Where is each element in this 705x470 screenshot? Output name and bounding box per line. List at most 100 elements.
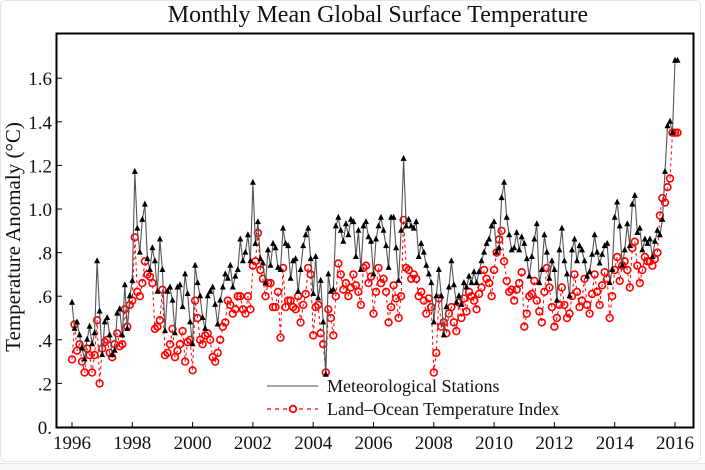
stations-point [621, 246, 628, 253]
x-axis: 1996 1998 2000 2002 2004 2006 2008 2010 2012 2014… [53, 422, 694, 454]
loti-point [565, 309, 574, 318]
stations-point [511, 244, 518, 251]
loti-point [366, 272, 376, 281]
loti-point [185, 335, 195, 344]
stations-point [272, 244, 279, 251]
loti-point [625, 283, 634, 292]
stations-point [219, 283, 226, 290]
stations-point [533, 220, 540, 227]
stations-point [325, 270, 332, 277]
stations-point [526, 272, 533, 279]
loti-point [276, 333, 285, 342]
loti-point [507, 285, 516, 294]
stations-point [385, 263, 392, 270]
loti-point [118, 340, 127, 349]
stations-point [418, 239, 425, 246]
stations-point [141, 200, 148, 207]
stations-point [634, 229, 641, 235]
stations-point [252, 239, 259, 246]
stations-point [591, 231, 598, 238]
loti-point [344, 292, 353, 301]
stations-point [521, 239, 528, 246]
y-axis: 0. .2 .4 .6 .8 1.0 1.2 1.4 1.6 [28, 69, 62, 439]
stations-point [94, 257, 101, 264]
stations-point [109, 351, 116, 358]
stations-point [239, 257, 246, 264]
loti-point [590, 270, 599, 279]
loti-point [638, 265, 647, 275]
stations-point [574, 257, 580, 264]
stations-point [184, 290, 191, 296]
loti-point [163, 348, 172, 358]
stations-point [89, 340, 96, 347]
stations-point [506, 231, 513, 238]
stations-point [569, 246, 575, 253]
stations-point [368, 237, 374, 244]
stations-point [164, 287, 171, 294]
stations-point [571, 235, 578, 242]
series-layer [67, 56, 682, 388]
stations-point [493, 248, 500, 255]
stations-point [375, 222, 382, 229]
loti-point [482, 274, 491, 283]
stations-point [332, 222, 339, 229]
stations-point [172, 329, 178, 336]
loti-point [530, 276, 539, 286]
stations-point [277, 266, 284, 272]
legend-marker-loti [288, 404, 298, 414]
stations-point [345, 231, 352, 238]
x-tick-label: 2016 [656, 433, 694, 454]
stations-point [596, 259, 603, 266]
stations-point [144, 255, 151, 262]
stations-point [69, 298, 75, 305]
loti-point [540, 287, 549, 296]
stations-point [81, 355, 88, 362]
stations-point [558, 224, 565, 231]
loti-point [412, 274, 421, 283]
loti-point [469, 296, 479, 305]
stations-point [292, 255, 299, 262]
stations-point [187, 318, 194, 325]
stations-point [483, 239, 490, 246]
loti-point [326, 313, 335, 323]
stations-point [91, 329, 98, 336]
loti-point [499, 257, 509, 266]
stations-point [96, 307, 103, 314]
stations-point [237, 235, 244, 242]
loti-point [346, 283, 356, 292]
stations-point [151, 257, 158, 264]
stations-point [159, 266, 166, 272]
stations-point [536, 279, 543, 286]
loti-point [334, 259, 343, 268]
loti-point [462, 307, 471, 316]
stations-point [471, 268, 477, 275]
loti-point [379, 274, 388, 283]
stations-point [295, 287, 302, 294]
loti-point [386, 302, 396, 312]
loti-point [417, 287, 426, 296]
loti-point [665, 174, 675, 183]
stations-point [503, 213, 510, 220]
loti-point [527, 289, 536, 299]
stations-point [204, 292, 211, 299]
loti-point [246, 305, 255, 314]
legend-label-loti: Land–Ocean Temperature Index [327, 399, 559, 419]
loti-point [404, 265, 413, 275]
stations-point [662, 167, 668, 174]
stations-point [254, 218, 261, 225]
stations-point [636, 224, 643, 231]
stations-point [99, 351, 106, 358]
x-tick-label: 2008 [415, 433, 453, 454]
stations-point [149, 244, 156, 251]
x-tick-label: 2010 [475, 433, 513, 454]
loti-point [329, 331, 338, 340]
stations-point [169, 296, 176, 303]
stations-point [581, 257, 588, 264]
x-tick-label: 2006 [355, 433, 393, 454]
loti-point [660, 198, 670, 207]
stations-point [378, 213, 384, 220]
loti-point [607, 292, 617, 301]
y-tick-label: .8 [38, 244, 52, 265]
stations-point [232, 272, 239, 279]
